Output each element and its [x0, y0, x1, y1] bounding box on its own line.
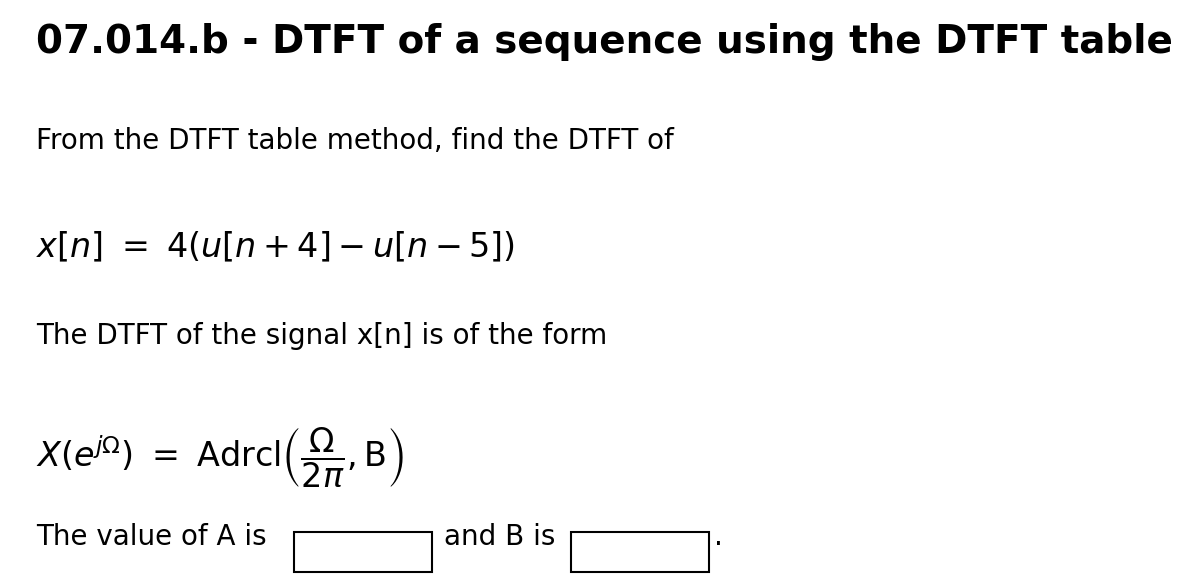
Text: The DTFT of the signal x[n] is of the form: The DTFT of the signal x[n] is of the fo…	[36, 322, 607, 350]
Text: $x[n] \ = \ 4(u[n+4] - u[n-5])$: $x[n] \ = \ 4(u[n+4] - u[n-5])$	[36, 230, 515, 264]
Text: .: .	[714, 523, 722, 551]
Text: 07.014.b - DTFT of a sequence using the DTFT table: 07.014.b - DTFT of a sequence using the …	[36, 23, 1172, 61]
FancyBboxPatch shape	[571, 532, 709, 572]
Text: $X(e^{j\Omega}) \ = \ \mathrm{Adrcl} \left(\dfrac{\Omega}{2\pi}, \mathrm{B}\righ: $X(e^{j\Omega}) \ = \ \mathrm{Adrcl} \le…	[36, 426, 404, 490]
FancyBboxPatch shape	[294, 532, 432, 572]
Text: From the DTFT table method, find the DTFT of: From the DTFT table method, find the DTF…	[36, 126, 673, 155]
Text: and B is: and B is	[444, 523, 556, 551]
Text: The value of A is: The value of A is	[36, 523, 266, 551]
